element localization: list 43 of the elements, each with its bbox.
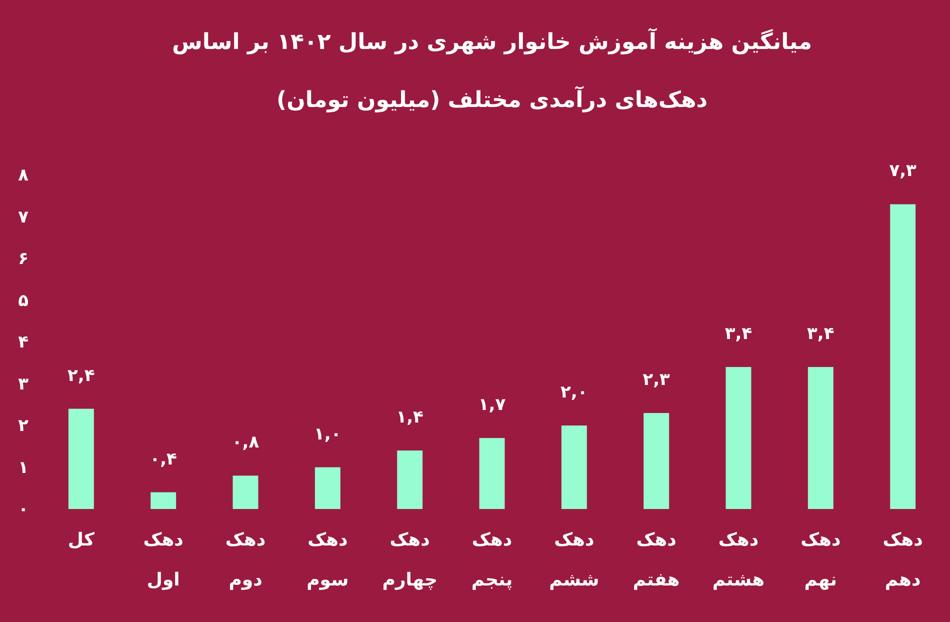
- x-tick-label: دهک هفتم: [632, 530, 680, 590]
- bar: [808, 367, 834, 509]
- x-tick-label: دهک هشتم: [712, 530, 765, 590]
- y-tick-label: ۳: [18, 374, 30, 394]
- data-label: ۱,۷: [478, 395, 506, 416]
- y-tick-label: ۵: [18, 290, 28, 311]
- x-tick-label: دهک چهارم: [382, 530, 438, 590]
- bar: [479, 438, 505, 509]
- bar: [726, 367, 752, 509]
- y-tick-label: ۷: [18, 207, 30, 228]
- y-tick-label: ۲: [18, 416, 30, 436]
- bar: [68, 408, 94, 509]
- data-label: ۱,۰: [314, 424, 342, 444]
- data-label: ۳,۴: [724, 324, 752, 344]
- data-label: ۷,۳: [889, 161, 918, 182]
- x-tick-label: دهک دهم: [882, 530, 923, 590]
- bar: [890, 204, 916, 509]
- data-label: ۰,۴: [150, 449, 177, 470]
- y-tick-label: ۰: [18, 500, 28, 520]
- bar: [561, 426, 587, 509]
- data-label: ۲,۴: [68, 366, 95, 386]
- x-tick-label: دهک سوم: [306, 530, 349, 590]
- data-label: ۲,۰: [560, 382, 588, 402]
- bar: [397, 450, 423, 509]
- bar: [232, 476, 258, 509]
- data-label: ۱,۴: [396, 408, 424, 428]
- data-label: ۳,۴: [807, 324, 834, 344]
- y-tick-label: ۶: [18, 249, 28, 269]
- y-tick-label: ۱: [18, 458, 28, 478]
- bar: [314, 467, 340, 509]
- x-tick-label: دهک اول: [143, 530, 184, 590]
- data-label: ۲,۳: [642, 370, 671, 390]
- x-tick-label: دهک پنجم: [471, 530, 513, 590]
- bar: [644, 412, 670, 509]
- x-tick-label: کل: [68, 530, 95, 550]
- x-tick-label: دهک ششم: [549, 530, 600, 590]
- x-tick-label: دهک نهم: [800, 530, 841, 590]
- y-tick-label: ۴: [18, 332, 28, 352]
- x-tick-label: دهک دوم: [225, 530, 266, 590]
- data-label: ۰,۸: [232, 432, 260, 453]
- chart-title: میانگین هزینه آموزش خانوار شهری در سال ۱۴۰۲ بر اساس دهک‌های درآمدی مختلف (میلیون تومان): [172, 30, 812, 114]
- y-tick-label: ۸: [18, 166, 30, 186]
- bar: [150, 492, 176, 509]
